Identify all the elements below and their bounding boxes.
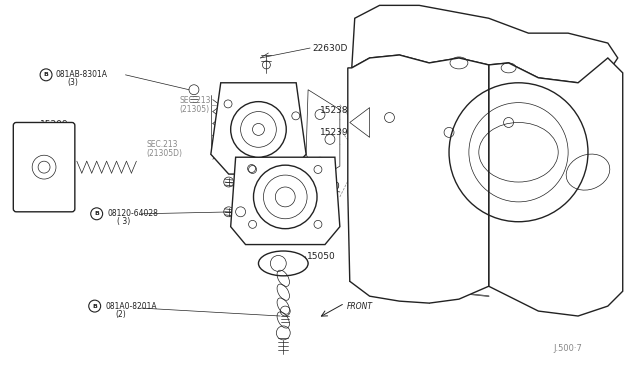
Text: 15209: 15209 <box>40 120 68 129</box>
Text: B: B <box>44 72 49 77</box>
Polygon shape <box>306 90 340 179</box>
Text: ( 3): ( 3) <box>116 217 130 226</box>
Circle shape <box>253 124 264 135</box>
Text: 15238: 15238 <box>320 106 349 115</box>
Text: SEC.213: SEC.213 <box>147 140 178 149</box>
Polygon shape <box>348 55 489 303</box>
Text: 08120-64028: 08120-64028 <box>108 209 159 218</box>
Text: (21305D): (21305D) <box>147 149 182 158</box>
Circle shape <box>40 69 52 81</box>
Text: 15010: 15010 <box>312 183 341 192</box>
Circle shape <box>275 187 295 207</box>
Circle shape <box>264 175 307 219</box>
Text: FRONT: FRONT <box>347 302 372 311</box>
Ellipse shape <box>259 251 308 276</box>
Text: 081AB-8301A: 081AB-8301A <box>56 70 108 79</box>
Text: (3): (3) <box>67 78 78 87</box>
FancyBboxPatch shape <box>13 122 75 212</box>
Polygon shape <box>352 5 618 83</box>
Polygon shape <box>211 83 306 174</box>
Circle shape <box>241 112 276 147</box>
Polygon shape <box>489 58 623 316</box>
Text: 081A0-8201A: 081A0-8201A <box>106 302 157 311</box>
Circle shape <box>91 208 102 220</box>
Text: SEC.213: SEC.213 <box>179 96 211 105</box>
Text: 22630D: 22630D <box>312 44 348 52</box>
Text: (21305): (21305) <box>179 105 209 114</box>
Text: B: B <box>92 304 97 309</box>
Text: 15239: 15239 <box>320 128 349 137</box>
Text: 15050: 15050 <box>307 252 336 261</box>
Polygon shape <box>230 157 340 244</box>
Text: J.500·7: J.500·7 <box>553 344 582 353</box>
Circle shape <box>230 102 286 157</box>
Text: B: B <box>94 211 99 216</box>
Circle shape <box>89 300 100 312</box>
Circle shape <box>253 165 317 229</box>
Text: (2): (2) <box>116 310 126 318</box>
